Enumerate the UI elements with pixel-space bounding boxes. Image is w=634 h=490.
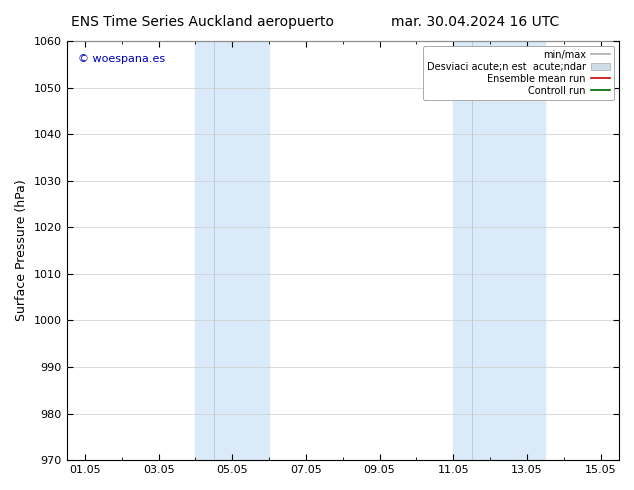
Text: © woespana.es: © woespana.es bbox=[77, 53, 165, 64]
Text: ENS Time Series Auckland aeropuerto: ENS Time Series Auckland aeropuerto bbox=[72, 15, 334, 29]
Y-axis label: Surface Pressure (hPa): Surface Pressure (hPa) bbox=[15, 180, 28, 321]
Text: mar. 30.04.2024 16 UTC: mar. 30.04.2024 16 UTC bbox=[391, 15, 560, 29]
Bar bbox=[453, 41, 545, 460]
Legend: min/max, Desviaci acute;n est  acute;ndar, Ensemble mean run, Controll run: min/max, Desviaci acute;n est acute;ndar… bbox=[423, 46, 614, 99]
Bar bbox=[195, 41, 269, 460]
